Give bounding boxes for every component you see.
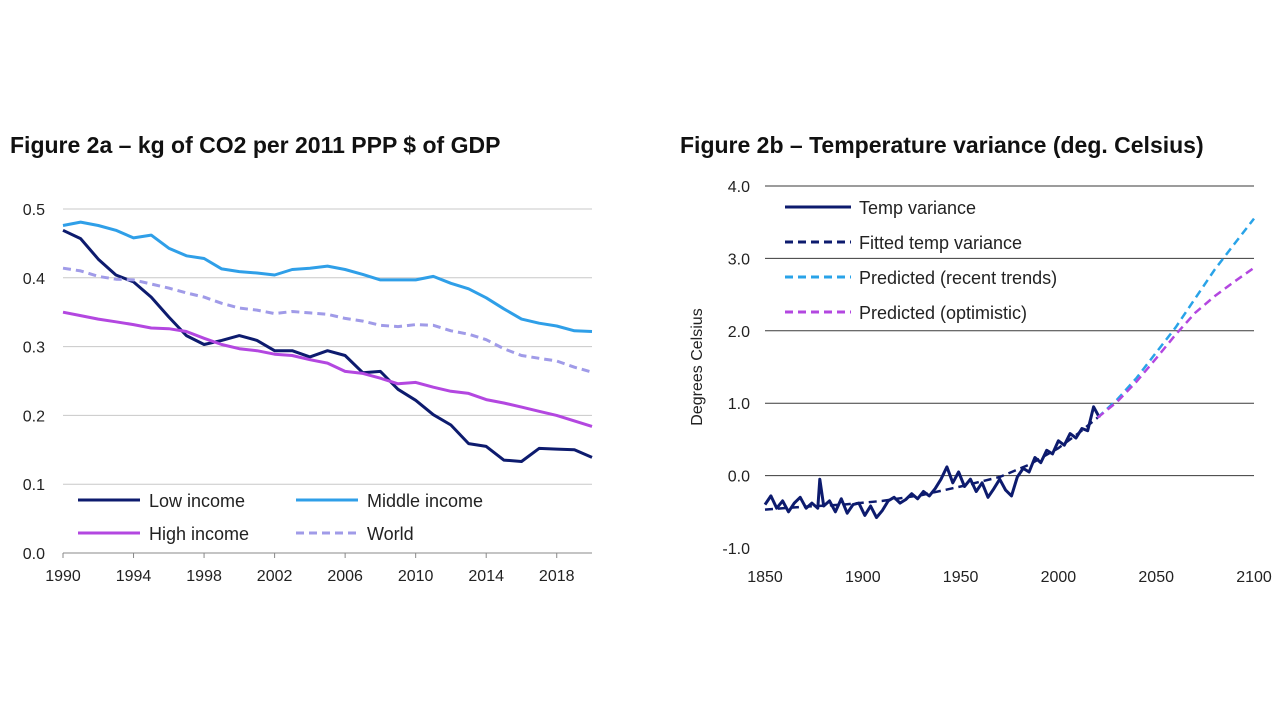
legend-label: Temp variance	[859, 198, 976, 218]
chart-2b: -1.0 0.0 1.0 2.0 3.0 4.0 1850 1900 1950 2000 2050 2…	[689, 179, 1272, 586]
legend-label: Low income	[149, 491, 245, 511]
x-tick-label: 1850	[747, 569, 783, 586]
legend-label: Middle income	[367, 491, 483, 511]
x-tick-label: 2100	[1236, 569, 1272, 586]
y-tick-label: 1.0	[728, 396, 750, 413]
y-tick-label: 4.0	[728, 179, 750, 196]
x-tick-label: 1990	[45, 568, 81, 585]
series-line-predicted-optimistic-	[1096, 266, 1255, 419]
x-tick-label: 2014	[468, 568, 504, 585]
legend-label: High income	[149, 524, 249, 544]
x-tick-label: 2002	[257, 568, 293, 585]
legend-label: Fitted temp variance	[859, 233, 1022, 253]
series-line-high-income	[62, 310, 593, 428]
x-tick-label: 2000	[1041, 569, 1077, 586]
x-tick-label: 1900	[845, 569, 881, 586]
series-line-low-income	[62, 228, 593, 463]
y-tick-label: 0.1	[23, 477, 45, 494]
y-tick-label: 0.4	[23, 271, 45, 288]
y-tick-label: 0.3	[23, 340, 45, 357]
y-tick-label: 0.0	[728, 469, 750, 486]
x-tick-label: 2050	[1138, 569, 1174, 586]
series-line-middle-income	[62, 220, 593, 333]
y-tick-label: -1.0	[722, 541, 750, 558]
series-line-predicted-recent-trends-	[1096, 217, 1255, 419]
series-line-fitted-temp-variance	[764, 416, 1099, 511]
chart-2a: 0.0 0.1 0.2 0.3 0.4 0.5 1990 1994 1998 2002 2006 20…	[23, 202, 593, 585]
y-tick-label: 0.5	[23, 202, 45, 219]
x-tick-label: 1998	[186, 568, 222, 585]
y-tick-label: 0.2	[23, 408, 45, 425]
y-tick-label: 2.0	[728, 324, 750, 341]
x-tick-label: 2006	[327, 568, 363, 585]
y-tick-label: 3.0	[728, 251, 750, 268]
y-axis-label: Degrees Celsius	[689, 308, 706, 425]
y-tick-label: 0.0	[23, 546, 45, 563]
series-line-world	[62, 266, 593, 374]
x-tick-label: 2010	[398, 568, 434, 585]
series-line-temp-variance	[763, 405, 1101, 520]
x-tick-label: 1950	[943, 569, 979, 586]
figure-2a-title: Figure 2a – kg of CO2 per 2011 PPP $ of …	[10, 132, 501, 158]
figure-2b-title: Figure 2b – Temperature variance (deg. C…	[680, 132, 1204, 158]
x-tick-label: 2018	[539, 568, 575, 585]
legend-label: Predicted (recent trends)	[859, 268, 1057, 288]
legend-label: Predicted (optimistic)	[859, 303, 1027, 323]
x-tick-label: 1994	[116, 568, 152, 585]
legend-label: World	[367, 524, 414, 544]
